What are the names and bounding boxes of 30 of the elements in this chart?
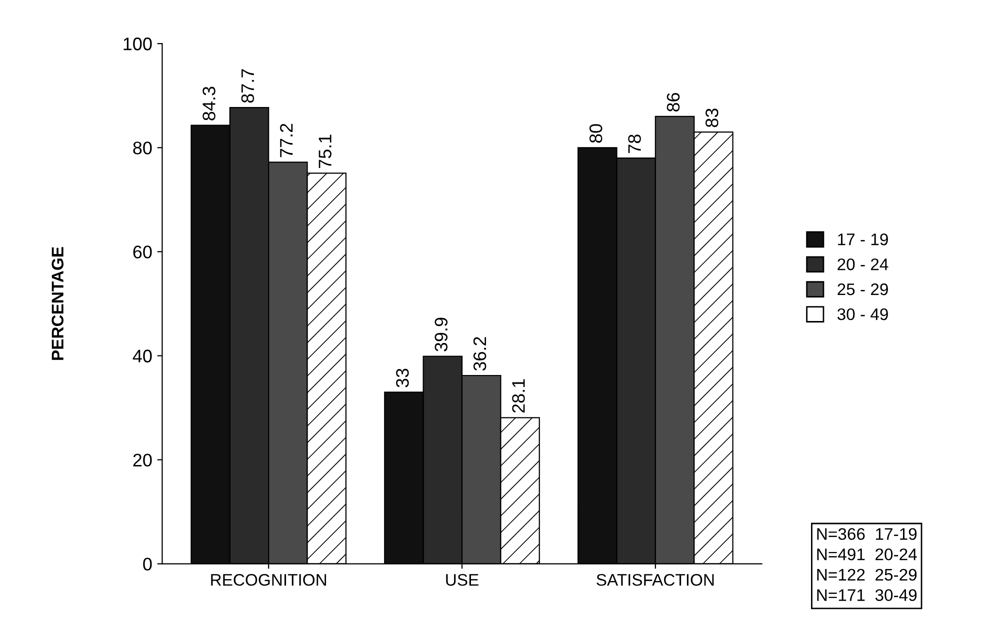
text: N=122 25-29 [817, 568, 917, 581]
x-tick-label: SATISFACTION [596, 574, 714, 586]
x-tick-label: RECOGNITION [211, 574, 326, 586]
data-label: 33 [396, 368, 409, 388]
legend-label: 30 - 49 [837, 308, 888, 320]
y-tick-label: 100 [124, 38, 152, 50]
y-axis-title: PERCENTAGE [52, 247, 64, 360]
y-tick-label: 80 [133, 142, 152, 154]
text: N=491 20-24 [817, 548, 917, 560]
data-label: 39.9 [434, 318, 448, 352]
text: N=366 17-19 [817, 528, 917, 540]
y-tick-label: 60 [133, 246, 152, 258]
text: N=171 30-49 [817, 589, 917, 602]
data-label: 36.2 [473, 337, 486, 371]
y-tick-label: 40 [132, 350, 152, 362]
legend-label: 25 - 29 [838, 283, 888, 296]
data-label: 77.2 [280, 124, 293, 158]
legend-label: 17 - 19 [838, 233, 888, 246]
y-tick-label: 0 [143, 558, 152, 571]
data-label: 80 [589, 124, 602, 143]
x-tick-label: USE [446, 574, 478, 586]
y-tick-label: 20 [133, 454, 152, 466]
data-label: 86 [666, 92, 680, 112]
legend-label: 20 - 24 [838, 258, 888, 270]
data-label: 87.7 [241, 69, 254, 103]
data-label: 83 [706, 108, 718, 128]
data-label: 78 [628, 134, 641, 153]
data-label: 75.1 [318, 134, 332, 168]
data-label: 28.1 [512, 379, 525, 413]
data-label: 84.3 [202, 86, 216, 120]
